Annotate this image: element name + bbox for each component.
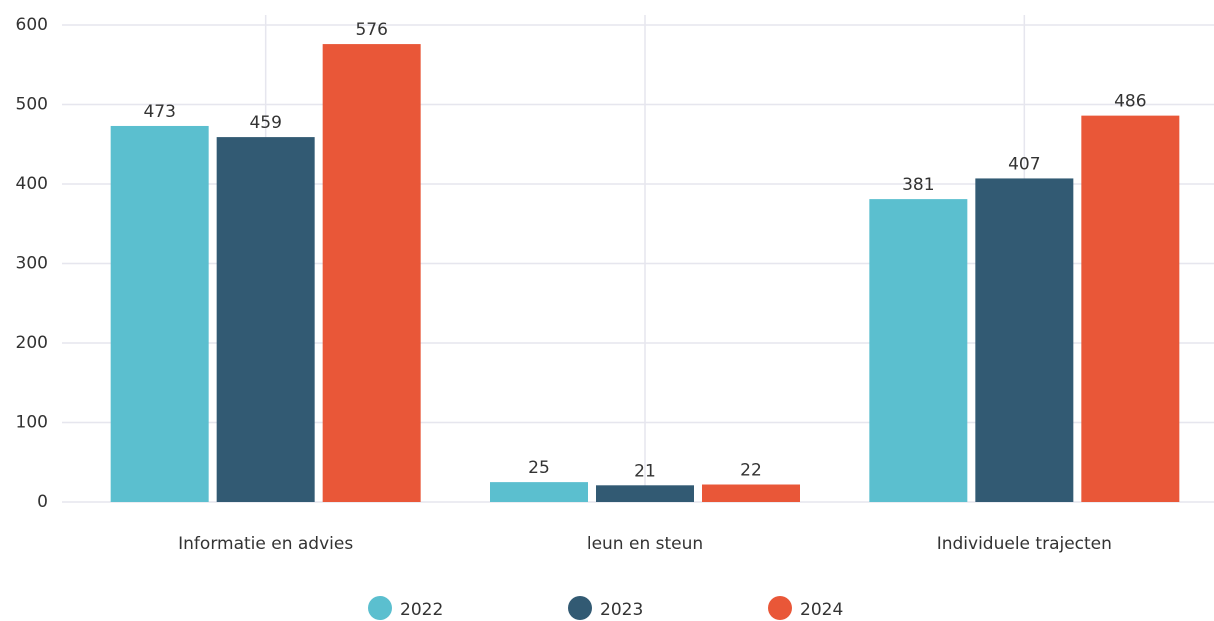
y-tick-label: 400 xyxy=(16,174,48,194)
bar xyxy=(1081,115,1180,502)
x-tick-label: Informatie en advies xyxy=(178,534,353,554)
value-label: 21 xyxy=(634,461,656,481)
legend-label: 2023 xyxy=(600,600,643,620)
bar xyxy=(975,178,1074,502)
y-tick-label: 0 xyxy=(37,492,48,512)
legend-marker xyxy=(568,596,592,620)
y-tick-label: 500 xyxy=(16,95,48,115)
bar xyxy=(490,482,588,502)
y-tick-label: 200 xyxy=(16,333,48,353)
y-tick-label: 300 xyxy=(16,254,48,274)
value-label: 407 xyxy=(1008,154,1040,174)
bar xyxy=(596,485,694,502)
value-label: 25 xyxy=(528,458,550,478)
value-label: 473 xyxy=(143,102,175,122)
value-label: 381 xyxy=(902,175,934,195)
x-tick-label: Individuele trajecten xyxy=(937,534,1112,554)
y-tick-label: 100 xyxy=(16,413,48,433)
legend-label: 2024 xyxy=(800,600,843,620)
bar xyxy=(110,125,209,502)
y-tick-label: 600 xyxy=(16,15,48,35)
bar xyxy=(216,137,315,502)
bar xyxy=(702,484,800,502)
value-label: 22 xyxy=(740,461,762,481)
bar xyxy=(322,44,421,502)
value-label: 459 xyxy=(249,113,281,133)
legend-marker xyxy=(368,596,392,620)
bar xyxy=(869,199,968,503)
value-label: 486 xyxy=(1114,92,1146,112)
legend-marker xyxy=(768,596,792,620)
legend-label: 2022 xyxy=(400,600,443,620)
value-label: 576 xyxy=(355,20,387,40)
x-tick-label: leun en steun xyxy=(587,534,703,554)
